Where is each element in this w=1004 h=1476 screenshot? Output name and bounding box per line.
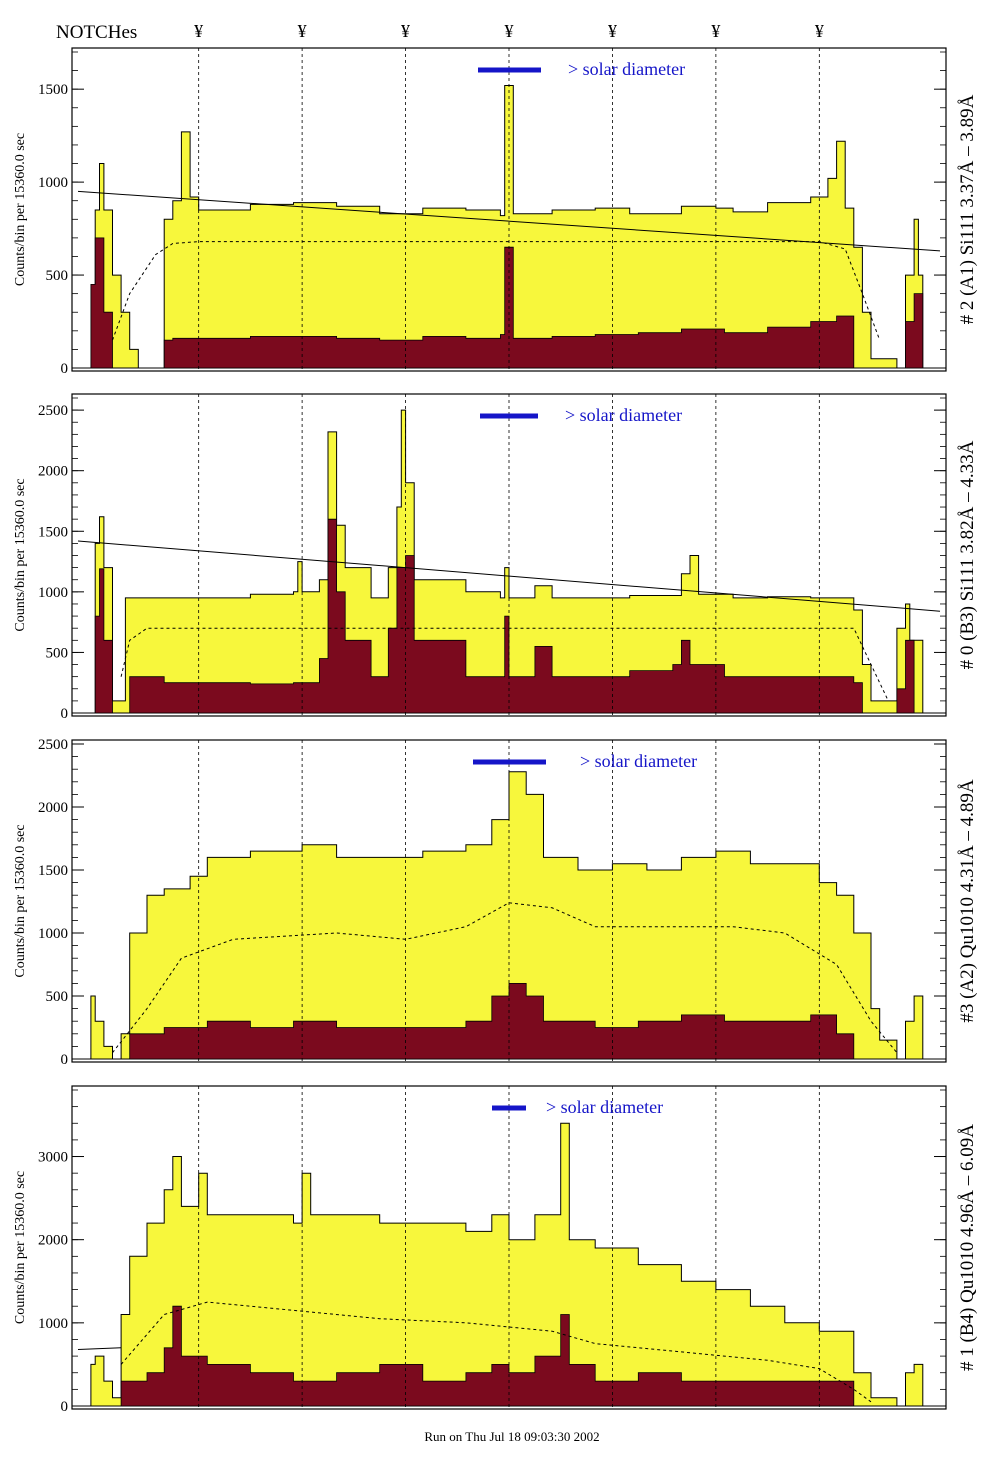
y-tick-label: 500 xyxy=(46,989,69,1005)
plot-frame xyxy=(71,47,947,372)
panel-3: 0 500 1000 1500 2000 2500 Counts/bin per 15360… xyxy=(13,737,978,1068)
y-tick-label: 0 xyxy=(61,361,69,377)
series-subset-area xyxy=(78,983,940,1060)
run-timestamp: Run on Thu Jul 18 09:03:30 2002 xyxy=(424,1429,599,1444)
y-tick-label: 2000 xyxy=(38,800,68,816)
notch-marker-1: ¥ xyxy=(194,21,203,41)
series-total-area xyxy=(78,1122,940,1407)
y-axis-label: Counts/bin per 15360.0 sec xyxy=(13,824,28,977)
y-tick-label: 3000 xyxy=(38,1150,68,1166)
solar-diameter-label: > solar diameter xyxy=(568,59,685,79)
y-tick-label: 2500 xyxy=(38,403,68,419)
model-curve xyxy=(112,902,898,1054)
y-tick-label: 2000 xyxy=(38,1233,68,1249)
y-tick-label: 2000 xyxy=(38,464,68,480)
notch-marker-3: ¥ xyxy=(401,21,410,41)
panel-title: # 1 (B4) Qu1010 4.96Å – 6.09Å xyxy=(957,1124,978,1371)
plot-frame xyxy=(71,393,947,717)
notch-marker-7: ¥ xyxy=(815,21,824,41)
y-tick-label: 1500 xyxy=(38,82,68,98)
series-total-area xyxy=(78,409,940,714)
y-tick-label: 2500 xyxy=(38,737,68,753)
y-tick-label: 500 xyxy=(46,645,69,661)
trend-line xyxy=(77,190,941,252)
panel-2: 0 500 1000 1500 2000 2500 Counts/bin per 15360… xyxy=(13,393,978,722)
y-axis-label: Counts/bin per 15360.0 sec xyxy=(13,133,28,286)
notch-markers: ¥ ¥ ¥ ¥ ¥ ¥ ¥ xyxy=(194,21,824,41)
panel-1: 0 500 1000 1500 Counts/bin per 15360.0 sec # … xyxy=(13,47,978,377)
y-tick-label: 1500 xyxy=(38,863,68,879)
solar-diameter-label: > solar diameter xyxy=(565,405,682,425)
panel-title: # 0 (B3) Si111 3.82Å – 4.33Å xyxy=(957,440,978,669)
model-curve xyxy=(112,241,881,341)
y-tick-label: 0 xyxy=(61,1399,69,1415)
y-tick-label: 1500 xyxy=(38,524,68,540)
y-tick-label: 1000 xyxy=(38,175,68,191)
panel-4: 0 1000 2000 3000 Counts/bin per 15360.0 sec #… xyxy=(13,1085,978,1415)
y-tick-label: 1000 xyxy=(38,1316,68,1332)
y-tick-label: 1000 xyxy=(38,926,68,942)
model-curve xyxy=(120,627,889,702)
notch-marker-4: ¥ xyxy=(505,21,514,41)
series-total-area xyxy=(78,85,940,369)
plot-frame xyxy=(71,739,947,1063)
y-tick-label: 0 xyxy=(61,706,69,722)
y-tick-label: 0 xyxy=(61,1052,69,1068)
y-tick-label: 1000 xyxy=(38,585,68,601)
notches-label: NOTCHes xyxy=(56,22,137,43)
y-tick-label: 500 xyxy=(46,268,69,284)
solar-diameter-label: > solar diameter xyxy=(546,1097,663,1117)
series-subset-area xyxy=(78,1305,940,1407)
y-axis-label: Counts/bin per 15360.0 sec xyxy=(13,1171,28,1324)
panel-title: #3 (A2) Qu1010 4.31Å – 4.89Å xyxy=(957,779,978,1023)
notch-marker-6: ¥ xyxy=(711,21,720,41)
notch-marker-5: ¥ xyxy=(608,21,617,41)
notch-marker-2: ¥ xyxy=(298,21,307,41)
plot-frame xyxy=(71,1085,947,1410)
panel-title: # 2 (A1) Si111 3.37Å – 3.89Å xyxy=(957,94,978,324)
trend-line xyxy=(77,1347,122,1350)
y-axis-label: Counts/bin per 15360.0 sec xyxy=(13,478,28,631)
panels: 0 500 1000 1500 Counts/bin per 15360.0 sec # … xyxy=(13,47,978,1415)
solar-diameter-label: > solar diameter xyxy=(580,751,697,771)
